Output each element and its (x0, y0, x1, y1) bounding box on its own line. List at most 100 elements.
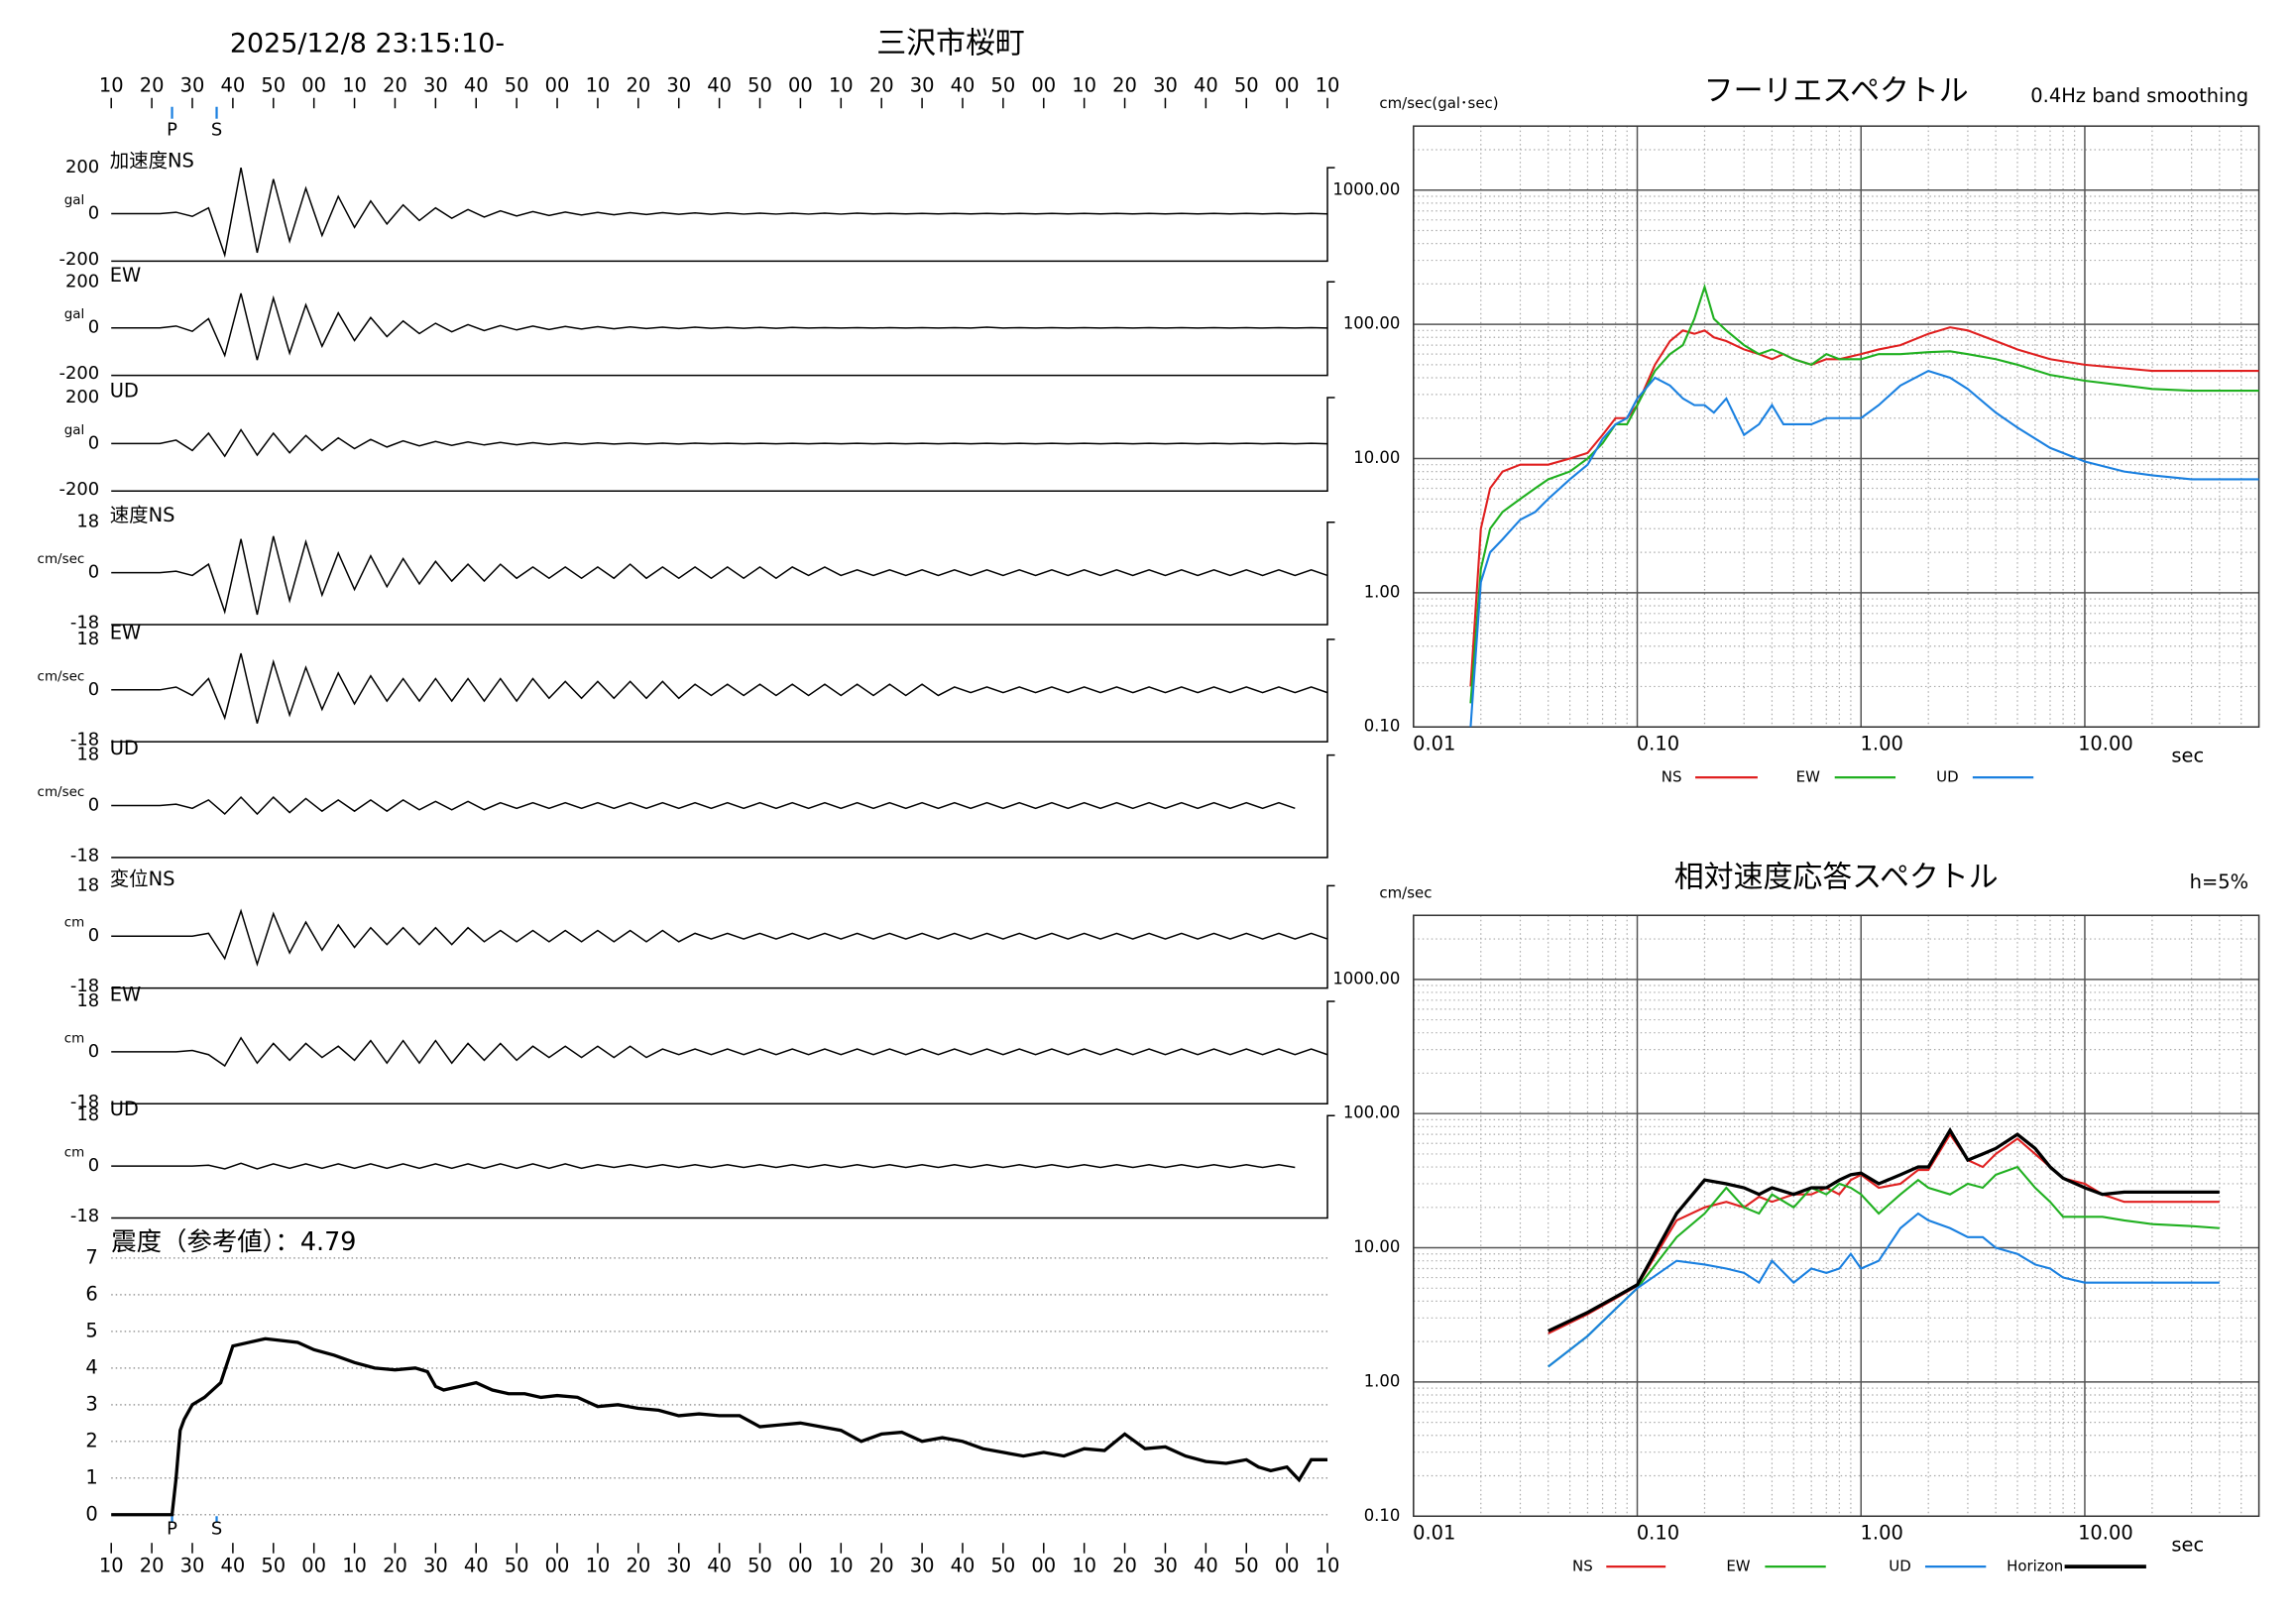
y-tick-label: 100.00 (1343, 1103, 1401, 1122)
y-tick-label: 1000.00 (1332, 179, 1400, 198)
x-tick-label: 20 (869, 1555, 894, 1577)
y-tick-label: 0 (88, 562, 99, 583)
chart-title: 震度（参考値）：4.79 (111, 1226, 356, 1256)
waveform (111, 1036, 1328, 1068)
y-tick-label: 100.00 (1343, 314, 1401, 333)
x-tick-label: 40 (707, 1555, 732, 1577)
panel-label: EW (110, 621, 142, 643)
x-tick-label: 30 (910, 1555, 935, 1577)
x-tick-label: 10 (1316, 73, 1340, 96)
x-tick-label: 30 (423, 1555, 448, 1577)
x-tick-label: 30 (423, 73, 448, 96)
y-tick-label: 0 (88, 1155, 99, 1176)
x-tick-label: 00 (1031, 1555, 1056, 1577)
y-tick-label: 200 (65, 387, 99, 407)
unit-label: gal (64, 193, 85, 208)
chart-subtitle: h=5% (2190, 870, 2248, 893)
spectrum-line (1469, 283, 2259, 704)
legend-label: UD (1936, 768, 1958, 786)
y-tick-label: -200 (59, 249, 100, 270)
x-tick-label: 10 (342, 73, 367, 96)
y-tick-label: 0 (88, 317, 99, 338)
y-tick-label: -18 (70, 1092, 99, 1112)
waveform (111, 292, 1328, 361)
x-tick-label: 20 (626, 73, 650, 96)
x-tick-label: 20 (869, 73, 894, 96)
unit-label: cm (64, 1146, 85, 1161)
x-tick-label: 10 (99, 73, 124, 96)
x-tick-label: 00 (545, 73, 570, 96)
x-tick-label: 30 (666, 1555, 691, 1577)
y-tick-label: -18 (70, 845, 99, 866)
panel-label: 変位NS (110, 868, 175, 890)
y-tick-label: 18 (76, 1104, 99, 1125)
unit-label: gal (64, 307, 85, 322)
x-tick-label: 20 (1112, 1555, 1137, 1577)
x-tick-label: 10 (586, 1555, 611, 1577)
waveform (111, 167, 1328, 259)
y-tick-label: -18 (70, 976, 99, 996)
chart-title: 2025/12/8 23:15:10- (230, 28, 505, 58)
x-tick-label: 30 (180, 73, 205, 96)
x-tick-label: 50 (747, 1555, 772, 1577)
y-tick-label: -200 (59, 479, 100, 500)
panel-label: EW (110, 984, 142, 1006)
y-tick-label: 18 (76, 512, 99, 532)
x-tick-label: 40 (464, 73, 489, 96)
x-tick-label: 0.10 (1637, 733, 1679, 755)
panel-label: 速度NS (110, 504, 175, 526)
unit-label: gal (64, 423, 85, 438)
plot-frame (1413, 914, 2260, 1518)
unit-label: cm/sec (38, 669, 85, 684)
y-tick-label: 200 (65, 271, 99, 291)
x-tick-label: 40 (951, 73, 976, 96)
panel-frame (111, 1000, 1335, 1105)
x-tick-label: 50 (505, 1555, 529, 1577)
intensity-line (111, 1336, 1328, 1517)
phase-label: S (211, 1519, 222, 1540)
x-tick-label: 30 (666, 73, 691, 96)
y-tick-label: 0 (88, 432, 99, 453)
x-tick-label: 00 (301, 1555, 326, 1577)
panel-label: 加速度NS (110, 150, 194, 173)
x-tick-label: 20 (383, 1555, 407, 1577)
x-tick-label: 10.00 (2078, 733, 2133, 755)
y-tick-label: 0.10 (1364, 717, 1401, 736)
spectrum-line (1548, 1165, 2220, 1368)
y-axis-label: cm/sec (1379, 883, 1432, 901)
x-tick-label: 20 (140, 1555, 165, 1577)
panel-frame (111, 754, 1335, 859)
unit-label: cm (64, 916, 85, 931)
y-tick-label: 18 (76, 874, 99, 895)
unit-label: cm (64, 1031, 85, 1046)
panel-frame (111, 884, 1335, 989)
x-tick-label: 50 (991, 1555, 1016, 1577)
y-tick-label: 2 (85, 1429, 97, 1451)
panel-frame (111, 638, 1335, 743)
x-tick-label: 00 (545, 1555, 570, 1577)
phase-label: P (167, 1519, 177, 1540)
x-tick-label: 30 (180, 1555, 205, 1577)
y-axis-label: cm/sec(gal･sec) (1379, 94, 1498, 112)
y-tick-label: 0 (88, 1041, 99, 1062)
x-tick-label: 20 (140, 73, 165, 96)
x-tick-label: 00 (1275, 1555, 1300, 1577)
y-tick-label: 6 (85, 1282, 97, 1305)
x-tick-label: 10 (586, 73, 611, 96)
x-tick-label: 10 (99, 1555, 124, 1577)
chart-title: 相対速度応答スペクトル (1674, 860, 1999, 894)
panel-label: UD (110, 380, 139, 403)
x-tick-label: 00 (788, 73, 813, 96)
spectrum-line (1547, 1126, 2220, 1333)
x-tick-label: 0.10 (1637, 1522, 1679, 1545)
y-tick-label: 0 (88, 679, 99, 700)
waveform (111, 428, 1328, 458)
panel-label: UD (110, 1098, 139, 1120)
y-tick-label: 10.00 (1353, 448, 1400, 467)
y-tick-label: 4 (85, 1355, 97, 1378)
x-tick-label: 40 (1194, 73, 1218, 96)
x-tick-label: 10 (1072, 1555, 1096, 1577)
x-tick-label: 1.00 (1861, 733, 1903, 755)
x-tick-label: 50 (747, 73, 772, 96)
x-tick-label: 20 (383, 73, 407, 96)
